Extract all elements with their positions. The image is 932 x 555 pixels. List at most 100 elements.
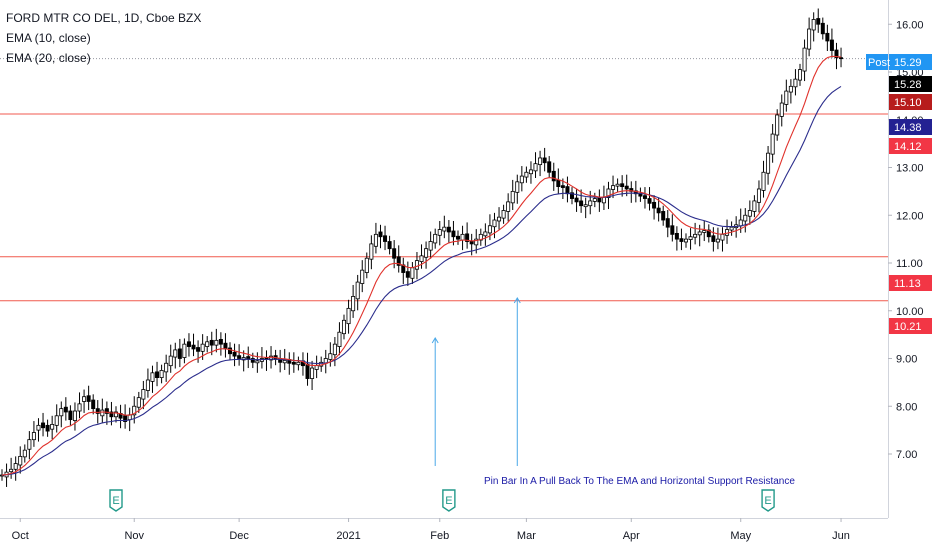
chart-legend: FORD MTR CO DEL, 1D, Cboe BZX EMA (10, c… (6, 8, 201, 68)
candle-body (433, 233, 438, 244)
candle-body (811, 19, 816, 31)
candle-body (551, 170, 556, 182)
candle-body (218, 338, 223, 345)
candle-body (697, 231, 702, 236)
candle-body (661, 211, 666, 221)
candle-body (574, 197, 579, 203)
candle-body (68, 410, 73, 421)
candle-body (665, 218, 670, 228)
candle-body (478, 233, 483, 241)
candle-body (410, 267, 415, 279)
candle-body (31, 432, 36, 441)
candle-body (802, 47, 807, 72)
earnings-marker (109, 489, 123, 512)
candle-body (565, 186, 570, 195)
candle-body (387, 241, 392, 250)
candle-body (620, 183, 625, 188)
candle-body (779, 102, 784, 117)
candle-body (168, 355, 173, 367)
y-tick-label: 13.00 (896, 163, 924, 175)
candle-body (829, 39, 834, 51)
ema20-tag-label: 14.38 (894, 122, 922, 134)
candle-body (227, 347, 232, 355)
candle-body (145, 379, 150, 391)
candle-body (684, 238, 689, 243)
ema10-tag (889, 94, 932, 110)
candle-body (414, 260, 419, 270)
candle-body (820, 22, 825, 35)
candle-body (528, 169, 533, 175)
candle-body (18, 455, 23, 466)
annotation-arrow-head (431, 337, 439, 344)
candle-body (570, 192, 575, 199)
candle-body (519, 175, 524, 184)
candle-body (693, 233, 698, 238)
candle-body (506, 201, 511, 212)
candle-body (351, 296, 356, 312)
level-tag (889, 138, 932, 154)
candle-body (186, 341, 191, 347)
candle-body (542, 157, 547, 164)
candle-body (483, 231, 488, 237)
candle-body (36, 424, 41, 431)
candle-body (123, 415, 128, 422)
candle-body (13, 463, 18, 470)
earnings-label: E (764, 495, 771, 507)
candle-body (214, 339, 219, 346)
candle-body (738, 219, 743, 227)
candle-body (296, 361, 301, 366)
candle-body (492, 219, 497, 228)
y-tick-label: 12.00 (896, 210, 924, 222)
post-tag (889, 54, 932, 70)
y-tick-label: 10.00 (896, 306, 924, 318)
candle-body (114, 411, 119, 418)
earnings-label: E (445, 495, 452, 507)
candle-body (465, 233, 470, 242)
candle-body (674, 232, 679, 240)
candle-body (104, 408, 109, 414)
legend-ema10: EMA (10, close) (6, 31, 91, 45)
candle-body (310, 367, 315, 379)
level-tag-label: 14.12 (894, 141, 922, 153)
candle-body (100, 409, 105, 417)
candle-body (314, 365, 319, 370)
candle-body (474, 238, 479, 246)
candle-body (679, 238, 684, 242)
candle-body (136, 397, 141, 408)
candle-body (205, 341, 210, 347)
x-tick-label: Apr (623, 530, 640, 542)
candle-body (132, 405, 137, 416)
candle-body (383, 235, 388, 242)
candle-body (816, 18, 821, 25)
candle-body (86, 395, 91, 402)
earnings-label: E (112, 495, 119, 507)
candle-body (159, 370, 164, 378)
candle-body (761, 171, 766, 191)
candle-body (770, 133, 775, 155)
candle-body (547, 161, 552, 173)
candle-body (337, 331, 342, 347)
candle-body (798, 69, 803, 81)
legend-ema20: EMA (20, close) (6, 51, 91, 65)
x-tick-label: Dec (229, 530, 249, 542)
candle-body (77, 403, 82, 412)
candle-body (451, 230, 456, 238)
post-tag-label: 15.29 (894, 57, 922, 69)
ema10-line (1, 55, 842, 476)
candle-body (54, 415, 59, 426)
candle-body (720, 233, 725, 241)
candle-body (378, 231, 383, 238)
earnings-marker (761, 489, 775, 512)
candle-body (209, 339, 214, 346)
x-tick-label: May (730, 530, 751, 542)
candle-body (455, 235, 460, 240)
candle-body (560, 185, 565, 188)
candle-body (652, 201, 657, 209)
candle-body (95, 408, 100, 414)
candle-body (597, 197, 602, 203)
candle-body (291, 361, 296, 365)
candle-body (793, 78, 798, 88)
candle-body (150, 372, 155, 382)
candle-body (173, 349, 178, 358)
y-tick-label: 7.00 (896, 449, 917, 461)
